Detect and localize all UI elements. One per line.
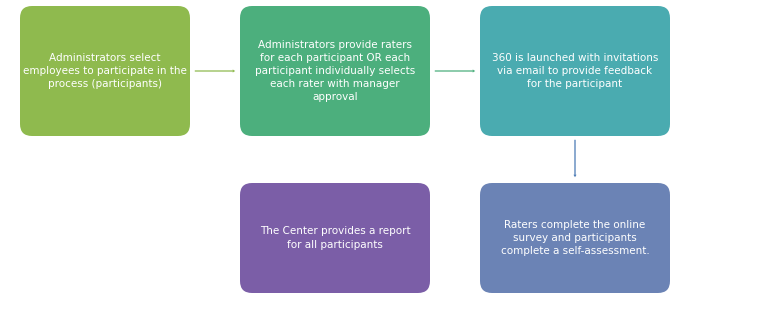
FancyBboxPatch shape	[20, 6, 190, 136]
Text: Raters complete the online
survey and participants
complete a self-assessment.: Raters complete the online survey and pa…	[501, 220, 650, 256]
FancyBboxPatch shape	[480, 183, 670, 293]
Text: 360 is launched with invitations
via email to provide feedback
for the participa: 360 is launched with invitations via ema…	[492, 53, 658, 89]
FancyBboxPatch shape	[480, 6, 670, 136]
Text: Administrators select
employees to participate in the
process (participants): Administrators select employees to parti…	[23, 53, 187, 89]
Text: Administrators provide raters
for each participant OR each
participant individua: Administrators provide raters for each p…	[255, 40, 415, 102]
FancyBboxPatch shape	[240, 183, 430, 293]
FancyBboxPatch shape	[240, 6, 430, 136]
Text: The Center provides a report
for all participants: The Center provides a report for all par…	[260, 226, 410, 250]
